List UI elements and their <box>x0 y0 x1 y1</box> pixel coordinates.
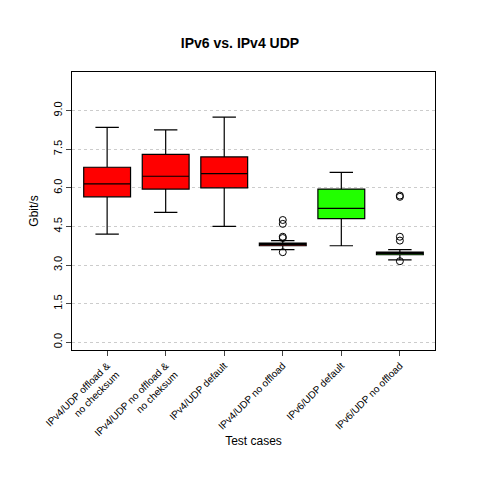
svg-text:9.0: 9.0 <box>52 101 64 116</box>
svg-text:IPv6/UDP default: IPv6/UDP default <box>284 360 346 422</box>
svg-text:0.0: 0.0 <box>52 333 64 348</box>
svg-text:IPv4/UDP no offload &no cheksu: IPv4/UDP no offload &no cheksum <box>92 360 180 448</box>
svg-text:6.0: 6.0 <box>52 179 64 194</box>
svg-text:3.0: 3.0 <box>52 256 64 271</box>
svg-text:IPv4/UDP offload &no checksum: IPv4/UDP offload &no checksum <box>44 360 122 438</box>
svg-text:Test cases: Test cases <box>225 434 282 448</box>
svg-text:4.5: 4.5 <box>52 217 64 232</box>
svg-text:IPv4/UDP default: IPv4/UDP default <box>167 360 229 422</box>
svg-text:IPv4/UDP no offload: IPv4/UDP no offload <box>216 360 288 432</box>
svg-text:Gbit/s: Gbit/s <box>27 195 41 226</box>
svg-text:1.5: 1.5 <box>52 294 64 309</box>
svg-text:IPv6/UDP no offload: IPv6/UDP no offload <box>333 360 405 432</box>
svg-text:7.5: 7.5 <box>52 140 64 155</box>
svg-text:IPv6 vs. IPv4 UDP: IPv6 vs. IPv4 UDP <box>181 35 299 51</box>
